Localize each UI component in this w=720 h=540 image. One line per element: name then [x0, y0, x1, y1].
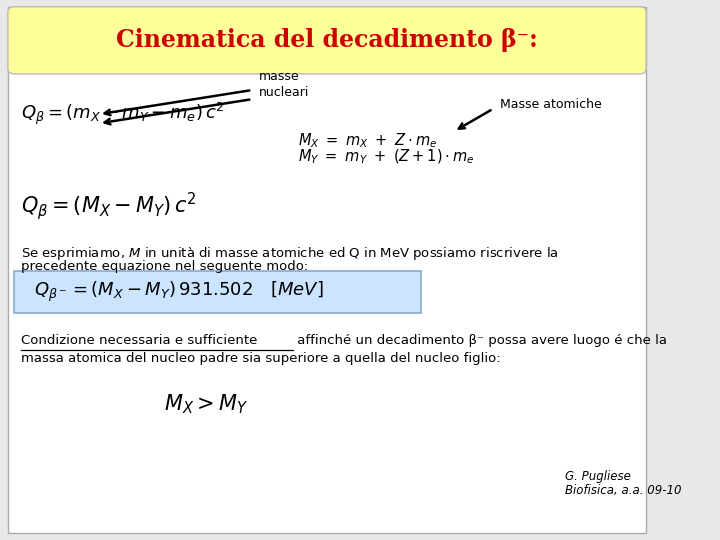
Text: precedente equazione nel seguente modo:: precedente equazione nel seguente modo:	[21, 260, 308, 273]
FancyBboxPatch shape	[14, 271, 421, 313]
FancyBboxPatch shape	[8, 7, 646, 533]
Text: $M_Y \ = \ m_Y \ + \ (Z+1) \cdot m_e$: $M_Y \ = \ m_Y \ + \ (Z+1) \cdot m_e$	[297, 148, 474, 166]
Text: Se esprimiamo, $M$ in unità di masse atomiche ed Q in MeV possiamo riscrivere la: Se esprimiamo, $M$ in unità di masse ato…	[21, 245, 559, 262]
Text: $Q_{\beta} = (M_X - M_Y)\, c^2$: $Q_{\beta} = (M_X - M_Y)\, c^2$	[21, 190, 197, 221]
Text: affinché un decadimento β⁻ possa avere luogo é che la: affinché un decadimento β⁻ possa avere l…	[293, 334, 667, 347]
Text: massa atomica del nucleo padre sia superiore a quella del nucleo figlio:: massa atomica del nucleo padre sia super…	[21, 352, 500, 365]
Text: $Q_{\beta} = (m_X - m_Y - m_e)\, c^2$: $Q_{\beta} = (m_X - m_Y - m_e)\, c^2$	[21, 101, 225, 127]
Text: Condizione necessaria e sufficiente: Condizione necessaria e sufficiente	[21, 334, 257, 347]
Text: Masse atomiche: Masse atomiche	[500, 98, 601, 111]
Text: $Q_{\beta^-} = (M_X - M_Y)\, 931.502 \quad [MeV]$: $Q_{\beta^-} = (M_X - M_Y)\, 931.502 \qu…	[34, 280, 324, 304]
FancyBboxPatch shape	[8, 7, 646, 74]
Text: $M_X \ = \ m_X \ + \ Z \cdot m_e$: $M_X \ = \ m_X \ + \ Z \cdot m_e$	[297, 132, 437, 151]
Text: G. Pugliese: G. Pugliese	[564, 470, 631, 483]
Text: Biofisica, a.a. 09-10: Biofisica, a.a. 09-10	[564, 484, 681, 497]
Text: $M_X > M_Y$: $M_X > M_Y$	[164, 393, 248, 416]
Text: Cinematica del decadimento β⁻:: Cinematica del decadimento β⁻:	[116, 28, 538, 52]
Text: masse
nucleari: masse nucleari	[258, 70, 309, 99]
